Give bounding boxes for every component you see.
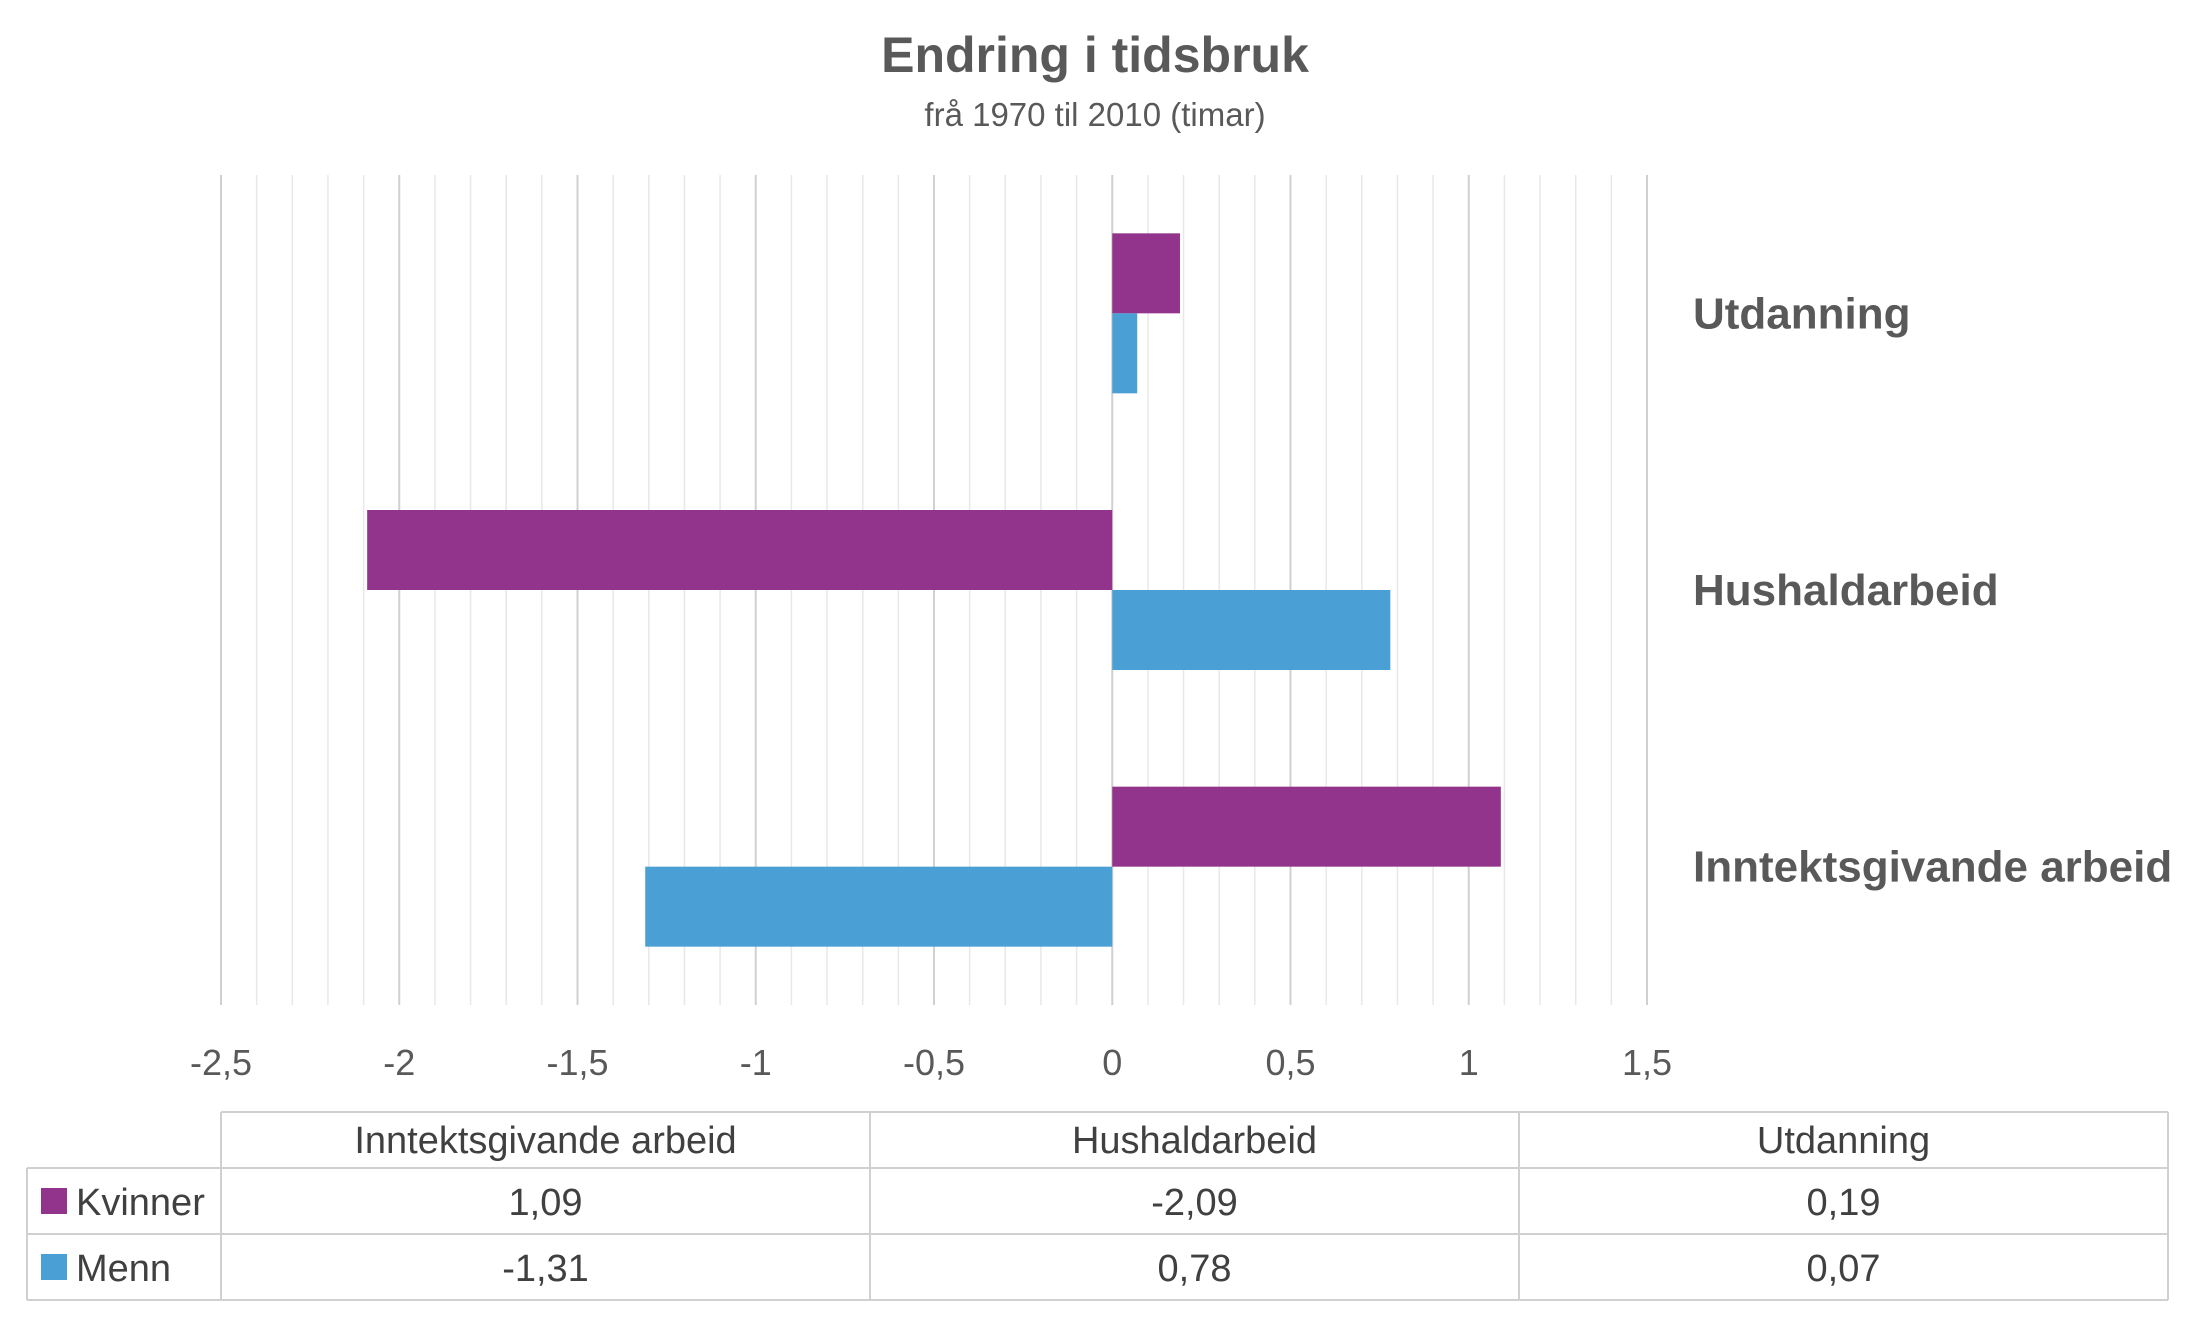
legend-key-kvinner <box>41 1188 67 1214</box>
table-value-cell: 0,19 <box>1807 1182 1881 1224</box>
bar-menn-2 <box>1112 313 1138 394</box>
table-value-cell: 0,78 <box>1158 1248 1232 1290</box>
legend-label: Kvinner <box>76 1182 205 1224</box>
table-header-cell: Inntektsgivande arbeid <box>354 1120 736 1162</box>
chart-title: Endring i tidsbruk <box>881 27 1309 83</box>
x-tick-label: -1,5 <box>546 1042 608 1083</box>
legend-label: Menn <box>76 1248 171 1290</box>
category-label: Inntektsgivande arbeid <box>1693 843 2172 892</box>
table-header-cell: Hushaldarbeid <box>1072 1120 1317 1162</box>
x-tick-label: -2 <box>383 1042 415 1083</box>
table-header-cell: Utdanning <box>1757 1120 1930 1162</box>
category-labels: Inntektsgivande arbeid Hushaldarbeid Utdan… <box>1693 289 2172 891</box>
bar-kvinner-1 <box>367 510 1113 590</box>
bar-kvinner-0 <box>1112 786 1501 867</box>
table-value-cell: -2,09 <box>1151 1182 1238 1224</box>
x-tick-label: -1 <box>740 1042 772 1083</box>
bar-menn-0 <box>645 866 1113 947</box>
table-value-cell: 0,07 <box>1807 1248 1881 1290</box>
bars <box>367 233 1501 947</box>
category-label: Utdanning <box>1693 289 1911 338</box>
bar-kvinner-2 <box>1112 233 1180 314</box>
data-table: Inntektsgivande arbeid Hushaldarbeid Utdan… <box>26 1111 2169 1301</box>
x-tick-label: 1 <box>1459 1042 1479 1083</box>
legend-key-menn <box>41 1254 67 1280</box>
chart-subtitle: frå 1970 til 2010 (timar) <box>924 96 1265 133</box>
x-tick-label: 0,5 <box>1265 1042 1315 1083</box>
bar-menn-1 <box>1112 590 1391 670</box>
x-tick-label: -2,5 <box>190 1042 252 1083</box>
x-axis-tick-labels: -2,5 -2 -1,5 -1 -0,5 0 0,5 1 1,5 <box>190 1042 1672 1083</box>
table-value-cell: -1,31 <box>502 1248 589 1290</box>
x-tick-label: -0,5 <box>903 1042 965 1083</box>
x-tick-label: 0 <box>1102 1042 1122 1083</box>
table-value-cell: 1,09 <box>509 1182 583 1224</box>
category-label: Hushaldarbeid <box>1693 566 1999 615</box>
x-tick-label: 1,5 <box>1622 1042 1672 1083</box>
